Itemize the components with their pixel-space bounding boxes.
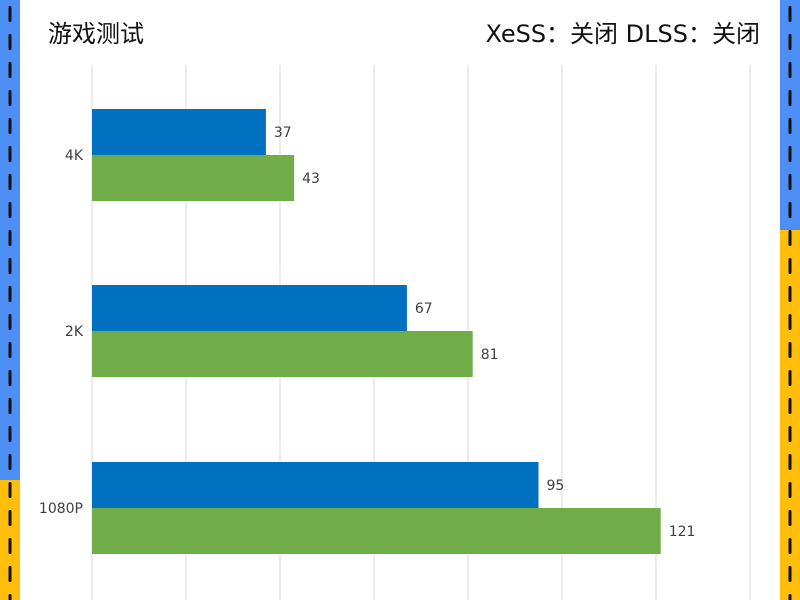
stripe-dash: [788, 34, 792, 50]
stripe-dash: [788, 118, 792, 134]
stripe-dash: [8, 314, 12, 330]
bar: [92, 285, 407, 331]
stripe-dash: [788, 90, 792, 106]
stripe-dash: [8, 62, 12, 78]
right-decorative-stripe: [780, 0, 800, 600]
stripe-dash: [788, 594, 792, 600]
stripe-dash: [8, 594, 12, 600]
stripe-dash: [8, 370, 12, 386]
data-label: 95: [547, 478, 565, 494]
stripe-dash: [8, 398, 12, 414]
stripe-dash: [8, 342, 12, 358]
stripe-dash: [8, 286, 12, 302]
stripe-dash: [788, 62, 792, 78]
stripe-dash: [8, 34, 12, 50]
bar: [92, 462, 539, 508]
stripe-dash: [788, 6, 792, 22]
stripe-dash: [788, 566, 792, 582]
stripe-dash: [8, 202, 12, 218]
stripe-dash: [788, 314, 792, 330]
stripe-dash: [788, 370, 792, 386]
data-label: 121: [669, 524, 696, 540]
stripe-dash: [788, 426, 792, 442]
data-label: 43: [302, 171, 320, 187]
stripe-dash: [8, 482, 12, 498]
page-title: 游戏测试: [48, 20, 144, 48]
bar: [92, 155, 295, 201]
bar: [92, 508, 661, 554]
data-label: 37: [274, 125, 292, 141]
stripe-dash: [8, 146, 12, 162]
stripe-blue-segment: [780, 0, 800, 230]
stripe-dash: [788, 146, 792, 162]
stripe-yellow-segment: [780, 230, 800, 600]
stripe-dash: [788, 202, 792, 218]
settings-status: XeSS：关闭 DLSS：关闭: [485, 20, 760, 48]
data-label: 67: [415, 301, 433, 317]
stripe-dash: [788, 342, 792, 358]
stripe-dash: [8, 174, 12, 190]
stripe-dash: [8, 538, 12, 554]
data-label: 81: [481, 347, 499, 363]
stripe-dash: [8, 90, 12, 106]
stripe-dash: [788, 538, 792, 554]
stripe-dash: [8, 426, 12, 442]
stripe-dash: [788, 454, 792, 470]
category-label: 2K: [65, 324, 84, 340]
stripe-dash: [8, 510, 12, 526]
stripe-dash: [788, 286, 792, 302]
category-label: 1080P: [39, 501, 83, 517]
bar: [92, 331, 473, 377]
category-label: 4K: [65, 148, 84, 164]
stripe-dash: [8, 230, 12, 246]
stripe-dash: [788, 482, 792, 498]
left-decorative-stripe: [0, 0, 20, 600]
stripe-dash: [8, 118, 12, 134]
stripe-dash: [788, 510, 792, 526]
stripe-dash: [788, 230, 792, 246]
stripe-dash: [8, 454, 12, 470]
stripe-dash: [788, 174, 792, 190]
stripe-dash: [788, 398, 792, 414]
stripe-dash: [788, 258, 792, 274]
stripe-dash: [8, 258, 12, 274]
stripe-dash: [8, 566, 12, 582]
bar: [92, 109, 266, 155]
stripe-dash: [8, 6, 12, 22]
